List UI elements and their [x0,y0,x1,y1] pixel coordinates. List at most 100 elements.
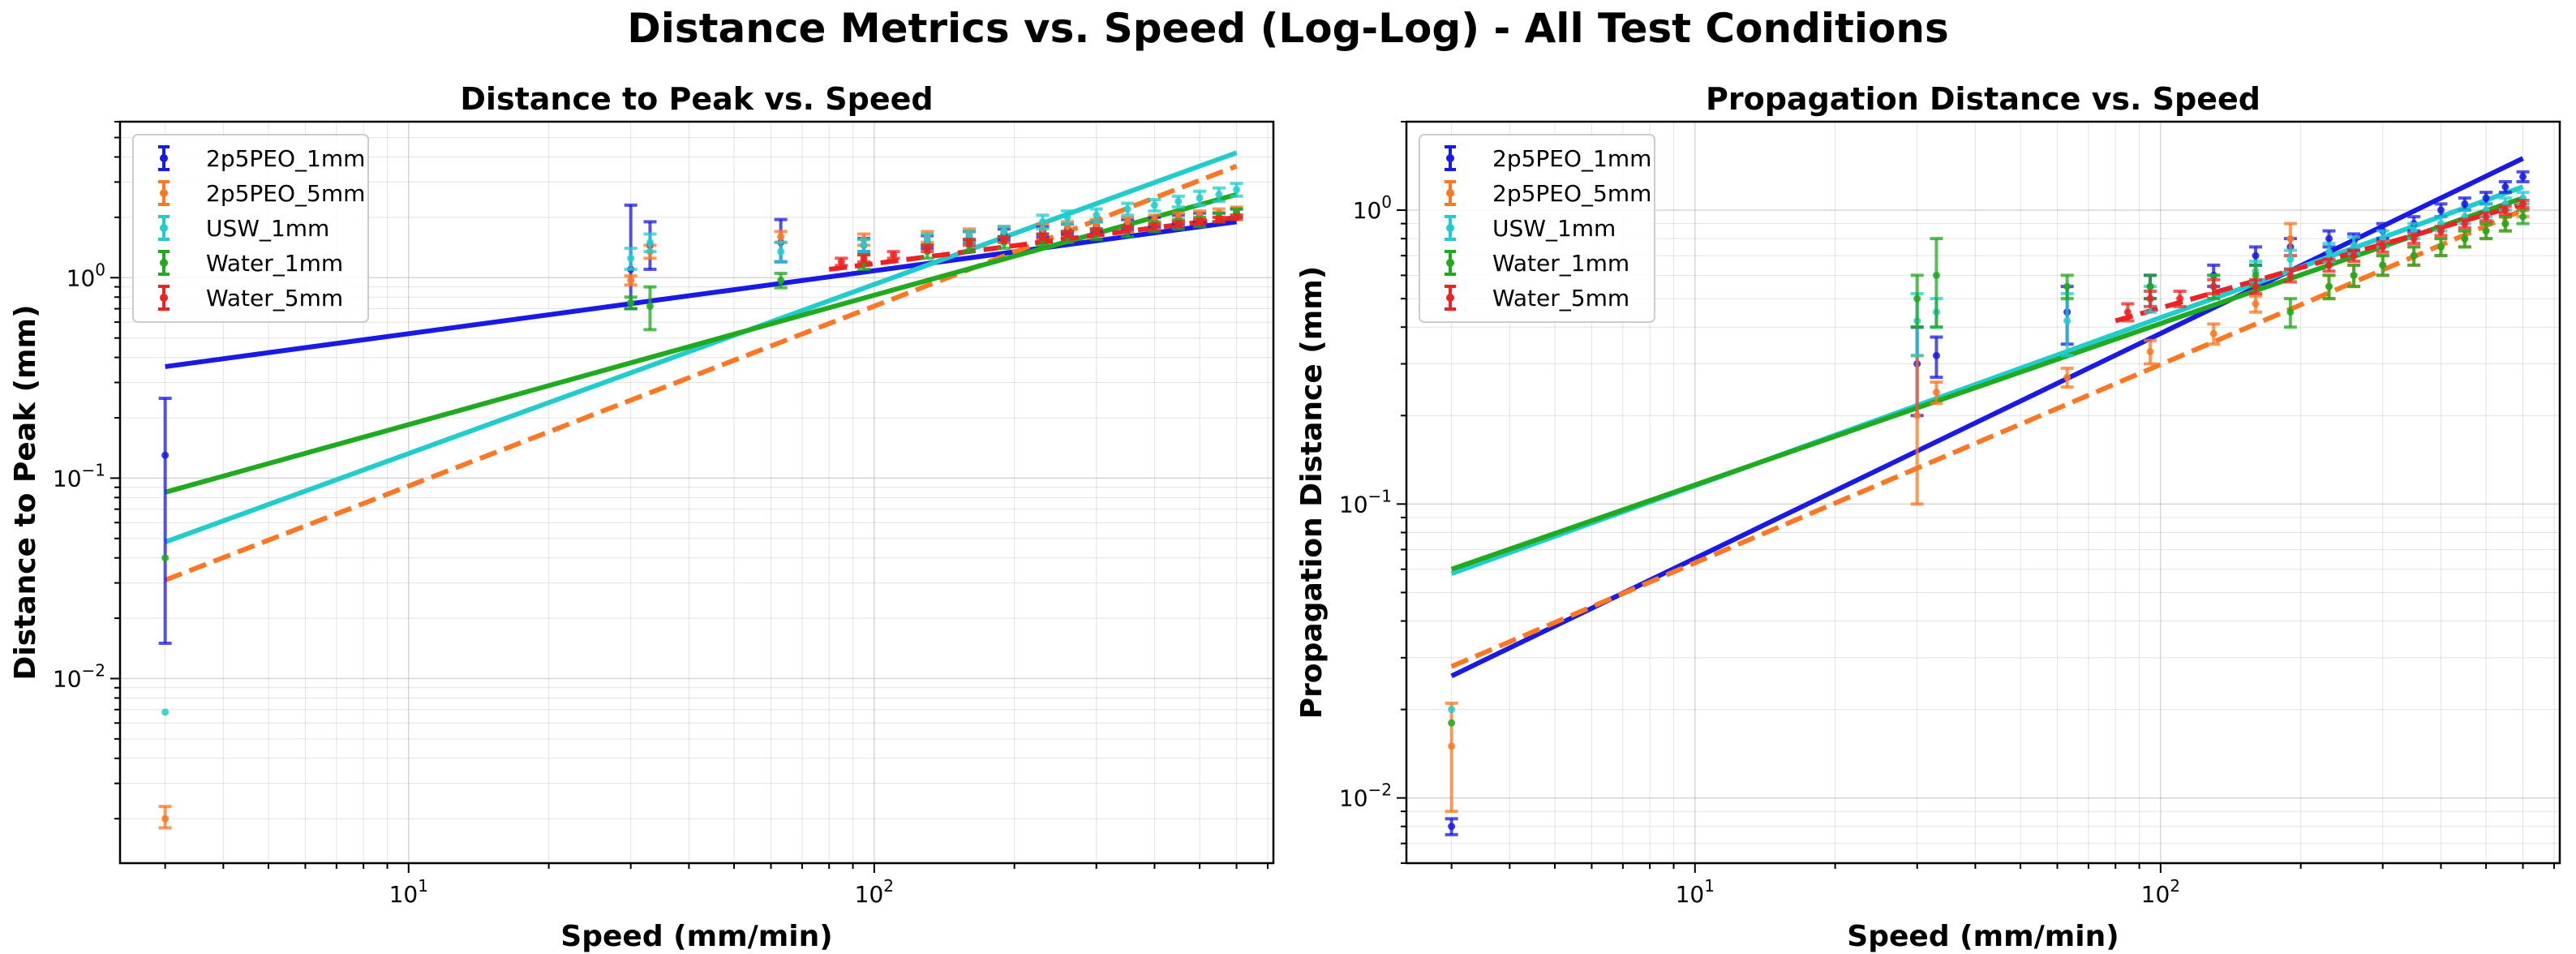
data-point-USW_1mm [1233,186,1241,194]
data-point-USW_1mm [923,235,931,243]
legend-marker [1446,154,1454,162]
data-point-USW_1mm [2286,256,2295,264]
legend-label: 2p5PEO_5mm [206,180,365,207]
data-point-Water_1mm [2379,261,2387,269]
data-point-2p5PEO_1mm [2325,234,2333,243]
data-point-USW_1mm [1123,205,1131,213]
chart-title: Distance to Peak vs. Speed [460,81,933,117]
data-point-2p5PEO_1mm [1932,351,1940,359]
data-point-Water_1mm [777,277,785,285]
data-point-Water_1mm [2146,282,2154,290]
data-point-USW_1mm [1174,197,1183,205]
data-point-Water_5mm [860,254,868,262]
data-point-Water_1mm [2063,282,2072,290]
data-point-USW_1mm [627,254,635,262]
data-point-USW_1mm [2325,248,2333,256]
y-axis-label: Propagation Distance (mm) [1295,266,1329,719]
data-point-Water_1mm [2519,213,2527,221]
legend-label: 2p5PEO_1mm [1492,145,1651,172]
data-point-2p5PEO_5mm [2209,329,2218,337]
data-point-2p5PEO_1mm [1448,823,1456,831]
data-point-Water_5mm [2379,243,2387,251]
propagation-distance-chart: 101 102 10−2 10−1 100 Propagation Distance vs… [1295,81,2561,953]
data-point-USW_1mm [1196,194,1204,202]
legend-marker [160,154,168,162]
legend-marker [160,259,168,267]
data-point-USW_1mm [646,238,654,247]
y-tick-label: 10−1 [53,460,105,492]
data-point-Water_5mm [1038,233,1046,241]
axes-frame [118,120,1275,865]
data-point-Water_5mm [1000,235,1008,243]
data-point-2p5PEO_5mm [2252,300,2260,308]
data-point-Water_5mm [2123,308,2132,316]
data-point-Water_5mm [2461,220,2469,228]
data-point-USW_1mm [1000,227,1008,235]
data-point-2p5PEO_5mm [2063,373,2072,381]
data-point-USW_1mm [2063,317,2072,325]
chart-title: Propagation Distance vs. Speed [1706,81,2260,117]
data-point-Water_1mm [2252,271,2260,279]
data-point-Water_1mm [1448,719,1456,727]
data-point-Water_5mm [1233,213,1241,221]
data-point-Water_5mm [1196,217,1204,226]
data-points [158,182,1243,830]
legend: 2p5PEO_1mm 2p5PEO_5mm USW_1mm Water_1mm Wate… [132,134,369,323]
fit-line-2p5PEO_5mm [164,164,1238,582]
data-point-2p5PEO_1mm [2501,183,2509,191]
legend-label: 2p5PEO_1mm [206,145,365,172]
y-tick-label: 10−1 [1339,486,1392,518]
legend-label: Water_5mm [206,285,343,312]
data-point-Water_1mm [2325,282,2333,290]
data-point-2p5PEO_5mm [627,277,635,285]
data-point-2p5PEO_5mm [2146,347,2154,355]
data-point-Water_5mm [2519,200,2527,208]
data-point-Water_1mm [646,303,654,311]
data-point-USW_1mm [2350,241,2358,249]
y-tick-label: 100 [1353,192,1392,224]
legend-label: Water_5mm [1492,285,1629,312]
x-axis-label: Speed (mm/min) [560,920,832,953]
data-point-Water_5mm [1063,230,1071,238]
data-point-Water_1mm [2461,234,2469,243]
legend-marker [160,189,168,197]
data-point-Water_1mm [1932,271,1940,279]
x-tick-label: 102 [2141,876,2180,908]
data-point-Water_5mm [2286,271,2295,279]
data-point-Water_5mm [890,251,898,259]
x-tick-label: 101 [389,876,428,908]
x-axis-label: Speed (mm/min) [1847,920,2119,953]
legend-label: 2p5PEO_5mm [1492,180,1651,207]
data-point-Water_5mm [1093,227,1101,235]
data-point-USW_1mm [1448,706,1456,714]
data-point-Water_5mm [1123,225,1131,233]
data-point-Water_5mm [1174,220,1183,228]
data-point-2p5PEO_5mm [161,814,170,823]
data-point-USW_1mm [1063,213,1071,221]
data-point-2p5PEO_1mm [2482,194,2490,202]
data-point-USW_1mm [860,241,868,249]
data-point-USW_1mm [777,247,785,256]
fit-line-Water_5mm [2114,201,2524,324]
data-point-Water_1mm [627,299,635,307]
data-point-Water_5mm [2350,251,2358,260]
data-point-2p5PEO_1mm [2436,206,2445,214]
data-point-Water_5mm [2482,213,2490,221]
y-tick-label: 10−2 [53,660,105,692]
fit-line-Water_1mm [164,191,1238,495]
data-point-Water_5mm [1150,222,1158,230]
data-point-2p5PEO_1mm [2252,251,2260,260]
legend-marker [1446,259,1454,267]
fit-line-2p5PEO_5mm [1450,208,2524,669]
axes-frame [1405,120,2561,865]
fit-lines [1450,156,2524,678]
data-point-USW_1mm [161,708,170,716]
legend-marker [1446,224,1454,232]
data-point-Water_5mm [965,238,973,247]
legend-label: USW_1mm [206,215,329,242]
data-point-Water_1mm [2350,271,2358,279]
legend-label: USW_1mm [1492,215,1616,242]
data-point-2p5PEO_5mm [2286,234,2295,243]
legend-box [132,134,369,323]
